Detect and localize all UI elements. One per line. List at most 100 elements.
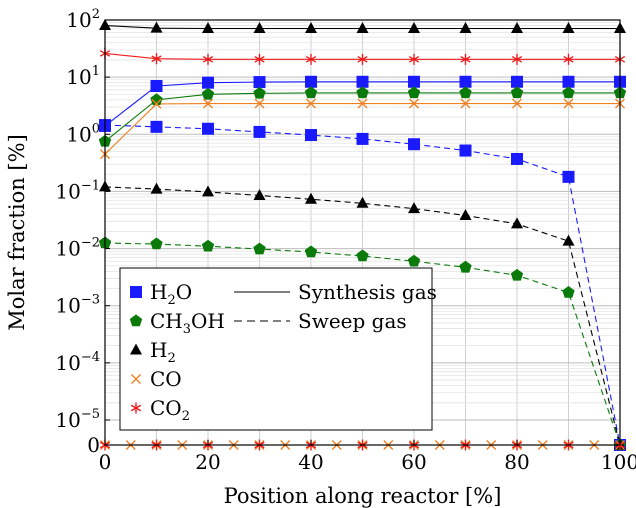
marker-co2-synthesis [511,53,523,65]
marker-h2o-sweep [150,120,163,133]
legend-label-h2: H2 [150,338,176,366]
marker-h2o-synthesis [459,75,472,88]
x-axis-label: Position along reactor [%] [224,484,502,508]
marker-co2-synthesis [408,53,420,65]
marker-ch3oh-sweep [459,260,472,273]
marker-h2-synthesis [150,21,163,33]
marker-h2o-synthesis [562,75,575,88]
marker-co-synthesis [512,98,522,109]
x-tick-label: 0 [99,450,112,474]
marker-h2o-sweep [356,132,369,145]
x-tick-label: 80 [504,450,529,474]
marker-co-synthesis [151,98,162,109]
marker-co-synthesis [306,98,316,109]
marker-ch3oh-synthesis [407,86,421,99]
y-tick-label: 10−4 [55,350,100,375]
plot-frame [104,19,621,446]
marker-co-synthesis [460,98,471,109]
marker-h2-sweep [511,217,523,229]
marker-ch3oh-sweep [253,242,266,255]
marker-ch3oh-sweep [304,245,318,258]
marker-co-synthesis [563,98,574,109]
marker-h2-synthesis [253,21,266,33]
y-tick-label: 10−5 [55,407,100,432]
marker-ch3oh-synthesis [150,93,163,106]
y-axis-label: Molar fraction [%] [5,134,29,331]
marker-h2-sweep [202,185,214,197]
marker-h2-synthesis [408,21,420,33]
marker-h2o-sweep [459,144,472,157]
marker-co2-synthesis [460,53,471,65]
marker-co2-synthesis [151,53,162,65]
legend-marker-h2 [130,343,142,355]
axis-ticks: 0 20 40 60 80 100 102 101 100 10−1 10−2 10−3 10−4 10−… [55,7,636,474]
marker-ch3oh-sweep [201,239,215,252]
legend-marker-co [131,374,141,384]
marker-ch3oh-synthesis [304,86,318,99]
marker-h2-synthesis [305,21,317,33]
marker-co-synthesis [409,98,419,109]
marker-co-synthesis [357,98,368,109]
marker-h2o-synthesis [202,76,214,89]
marker-ch3oh-sweep [407,254,421,267]
legend-marker-ch3oh [129,314,143,327]
y-tick-label: 10−1 [55,178,100,203]
marker-co2-synthesis [202,53,214,65]
marker-ch3oh-synthesis [201,87,215,100]
legend-marker-h2o [130,286,142,298]
marker-h2-sweep [408,202,420,214]
y-tick-label: 10−3 [55,293,100,318]
marker-co2-synthesis [305,53,317,65]
y-tick-label: 100 [66,121,100,146]
marker-h2-synthesis [459,21,472,33]
marker-ch3oh-synthesis [459,86,472,99]
y-tick-label: 102 [66,7,100,32]
marker-co-synthesis [203,98,213,109]
x-tick-label: 20 [195,450,220,474]
marker-h2-sweep [356,196,369,208]
marker-h2-synthesis [562,21,575,33]
marker-co2-synthesis [563,53,574,65]
legend-label-solid: Synthesis gas [298,280,437,304]
marker-h2o-sweep [408,138,420,151]
marker-co-synthesis [254,98,265,109]
marker-ch3oh-synthesis [356,86,369,99]
marker-h2-synthesis [202,21,214,33]
marker-h2-sweep [253,188,266,200]
marker-h2o-synthesis [356,75,369,88]
marker-ch3oh-sweep [356,249,369,262]
legend-marker-co2 [130,402,142,414]
marker-h2o-synthesis [305,75,317,88]
legend-label-dashed: Sweep gas [298,309,407,333]
marker-ch3oh-synthesis [562,86,575,99]
legend-label-co: CO [150,367,182,391]
series-line-ch3oh-sweep [104,242,621,446]
marker-h2o-synthesis [408,75,420,88]
marker-h2o-synthesis [511,75,523,88]
x-tick-label: 100 [601,450,636,474]
marker-h2-synthesis [511,21,523,33]
marker-h2o-synthesis [150,79,163,92]
marker-h2o-synthesis [253,76,266,89]
marker-h2-sweep [459,208,472,220]
legend-box [119,267,433,431]
y-tick-label: 101 [66,64,100,89]
legend-label-h2o: H2O [150,280,192,308]
marker-h2o-sweep [562,170,575,183]
legend-label-co2: CO2 [150,396,190,424]
marker-h2o-sweep [305,129,317,142]
marker-ch3oh-sweep [562,286,575,298]
x-tick-label: 60 [401,450,426,474]
x-tick-label: 40 [298,450,323,474]
marker-h2-sweep [150,182,163,194]
legend-label-ch3oh: CH3OH [150,309,225,337]
marker-h2o-sweep [253,125,266,138]
marker-h2-synthesis [356,21,369,33]
marker-h2-sweep [305,192,317,204]
marker-h2-sweep [562,234,575,246]
marker-h2o-sweep [202,122,214,135]
series-line-h2o-sweep [104,124,621,446]
marker-co2-synthesis [357,53,368,65]
